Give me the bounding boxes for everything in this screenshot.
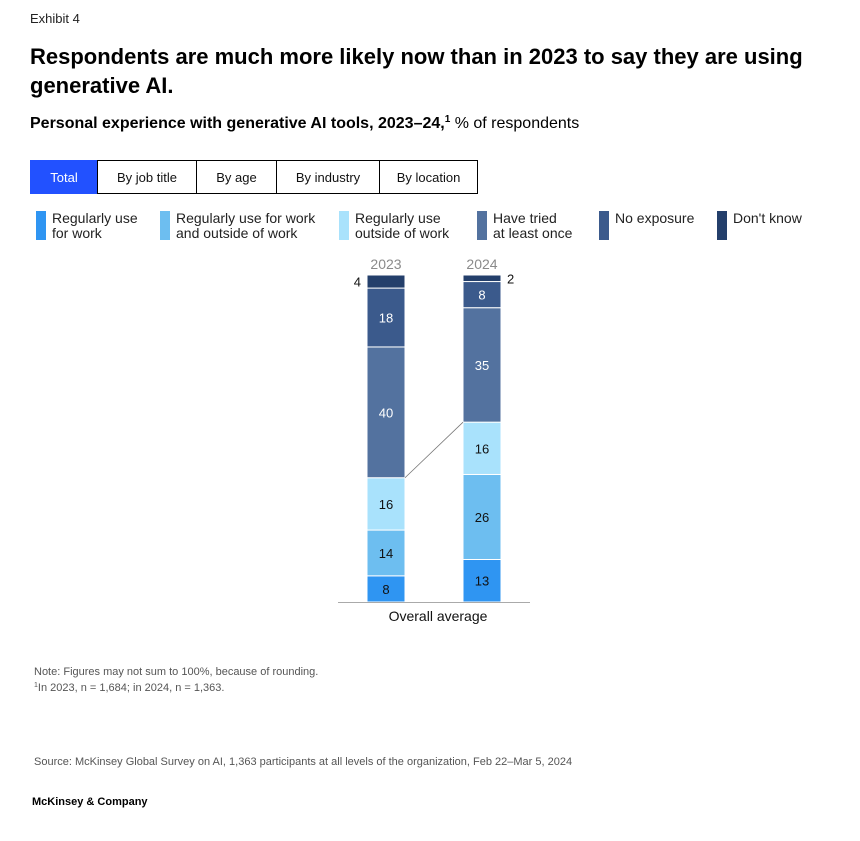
footnote-text: In 2023, n = 1,684; in 2024, n = 1,363. [37, 682, 225, 694]
data-label: 40 [379, 405, 393, 420]
legend-swatch [339, 211, 349, 240]
bar-segment [462, 421, 502, 475]
legend-item-regular-outside: Regularly use outside of work [339, 211, 505, 241]
tab-by-location[interactable]: By location [379, 160, 478, 194]
bar-segment [366, 274, 406, 289]
legend-label: Have tried at least once [493, 210, 573, 241]
bar-segment [366, 287, 406, 348]
legend-item-regular-work: Regularly use for work [36, 211, 202, 241]
data-label: 26 [475, 510, 489, 525]
legend-swatch [599, 211, 609, 240]
bar-segment [366, 529, 406, 577]
legend-swatch [717, 211, 727, 240]
tab-by-age[interactable]: By age [196, 160, 277, 194]
data-label: 4 [354, 275, 361, 290]
data-label: 2 [507, 271, 514, 286]
note-rounding: Note: Figures may not sum to 100%, becau… [34, 666, 319, 678]
legend-label: Regularly use outside of work [355, 210, 450, 241]
data-label: 16 [475, 441, 489, 456]
category-label: 2024 [466, 256, 497, 272]
data-label: 16 [379, 497, 393, 512]
data-label: 14 [379, 546, 393, 561]
category-label: 2023 [370, 256, 401, 272]
chart-notes: Note: Figures may not sum to 100%, becau… [34, 665, 318, 695]
data-label: 8 [478, 288, 485, 303]
chart-subtitle: Personal experience with generative AI t… [30, 114, 579, 133]
exhibit-label: Exhibit 4 [30, 11, 80, 26]
chart-title: Respondents are much more likely now tha… [30, 44, 803, 98]
legend-label: Regularly use for work and outside of wo… [176, 210, 316, 241]
subtitle-footnote-mark: 1 [444, 114, 451, 125]
subtitle-unit: % of respondents [454, 115, 580, 132]
legend-swatch [160, 211, 170, 240]
bar-segment [366, 477, 406, 531]
tab-by-job-title[interactable]: By job title [97, 160, 197, 194]
bar-segment [462, 473, 502, 560]
chart-legend: Regularly use for work Regularly use for… [36, 211, 836, 247]
legend-label: Regularly use for work [52, 210, 138, 241]
footnote-mark: 1 [34, 682, 38, 689]
connector-line [404, 421, 464, 479]
view-tabs: Total By job title By age By industry By… [30, 160, 478, 194]
legend-item-regular-work-and-outside: Regularly use for work and outside of wo… [160, 211, 326, 241]
x-axis-label: Overall average [389, 608, 488, 624]
data-label: 8 [382, 582, 389, 597]
data-label: 13 [475, 574, 489, 589]
data-label: 35 [475, 358, 489, 373]
legend-item-tried-once: Have tried at least once [477, 211, 643, 241]
legend-swatch [477, 211, 487, 240]
tab-by-industry[interactable]: By industry [276, 160, 380, 194]
company-logo: McKinsey & Company [32, 796, 148, 808]
legend-item-no-exposure: No exposure [599, 211, 765, 240]
stacked-bar-chart: 8 14 16 40 18 4 2023 13 26 16 35 8 2 2024 Overall aver… [338, 256, 530, 624]
bar-segment [462, 281, 502, 309]
legend-swatch [36, 211, 46, 240]
legend-label: No exposure [615, 210, 695, 226]
bar-segment [462, 307, 502, 423]
legend-label: Don't know [733, 210, 802, 226]
source-text: Source: McKinsey Global Survey on AI, 1,… [34, 756, 573, 768]
subtitle-main: Personal experience with generative AI t… [30, 115, 445, 132]
bar-segment [366, 346, 406, 479]
bar-segment [462, 274, 502, 283]
data-label: 18 [379, 311, 393, 326]
footnote-sample-size: 1In 2023, n = 1,684; in 2024, n = 1,363. [34, 679, 318, 695]
legend-item-dont-know: Don't know [717, 211, 860, 240]
bar-segment [366, 575, 406, 603]
tab-total[interactable]: Total [30, 160, 98, 194]
